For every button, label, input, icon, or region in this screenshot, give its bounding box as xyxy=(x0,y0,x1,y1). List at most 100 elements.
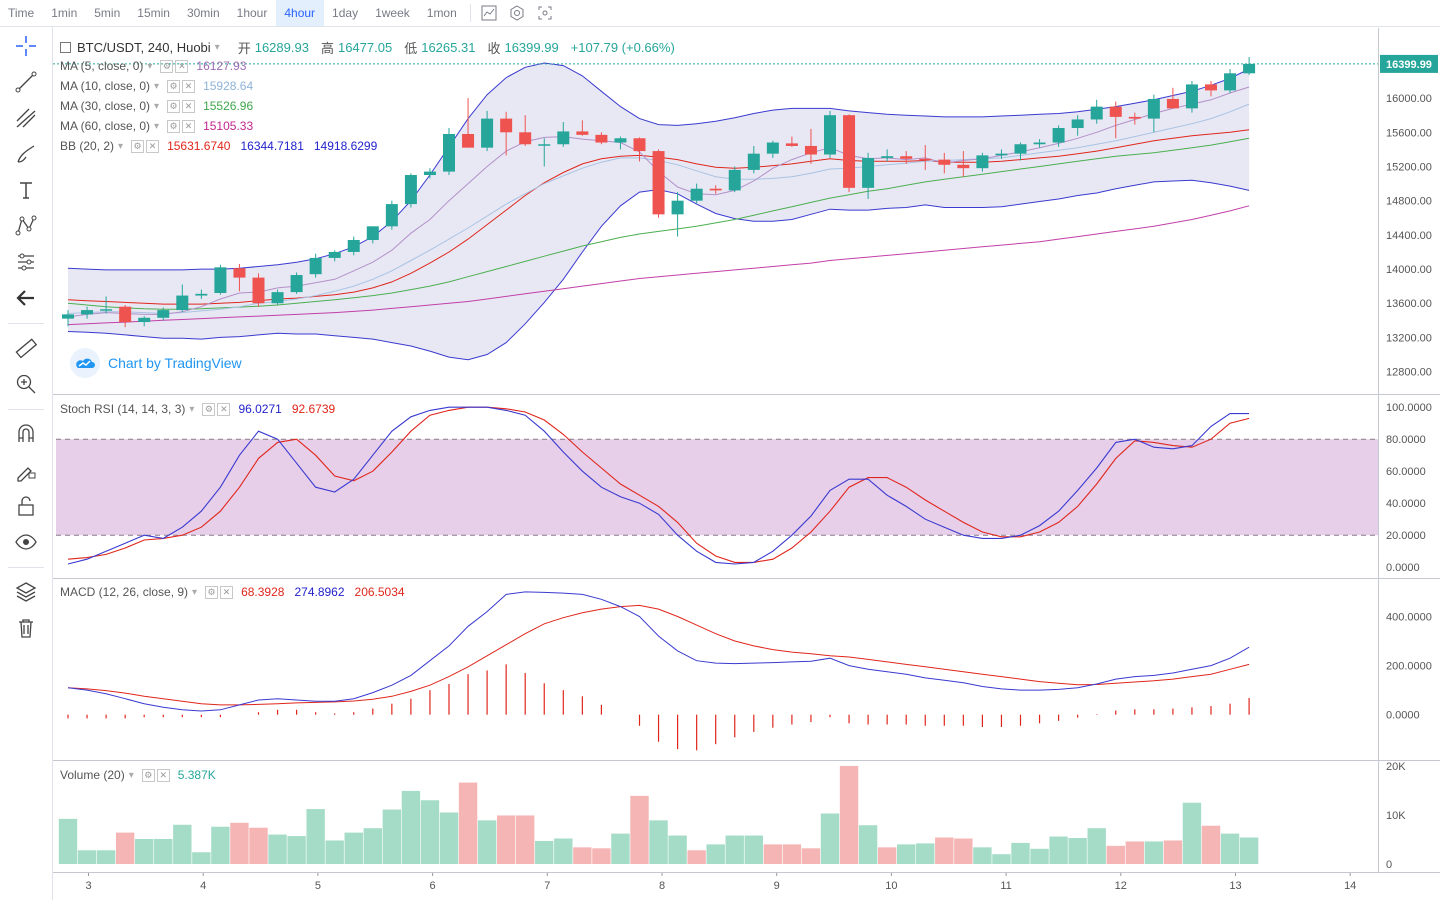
time-tick-label: 11 xyxy=(1000,880,1011,892)
prediction-icon[interactable] xyxy=(0,245,52,279)
close-icon[interactable]: ✕ xyxy=(156,768,170,782)
interval-15min[interactable]: 15min xyxy=(137,6,170,20)
pattern-icon[interactable] xyxy=(0,209,52,243)
volume-bar xyxy=(325,840,344,864)
chevron-down-icon[interactable]: ▾ xyxy=(147,60,153,72)
candle-body xyxy=(500,118,513,133)
stoch-tick-label: 100.0000 xyxy=(1386,402,1432,414)
chevron-down-icon[interactable]: ▾ xyxy=(118,140,124,152)
crosshair-icon[interactable] xyxy=(0,29,52,63)
macd-line xyxy=(67,591,1250,712)
toolbar-divider xyxy=(8,567,44,568)
chevron-down-icon[interactable]: ▾ xyxy=(154,120,160,132)
close-icon[interactable]: ✕ xyxy=(182,99,196,113)
interval-1hour[interactable]: 1hour xyxy=(236,6,268,20)
candle-body xyxy=(1052,128,1065,143)
macd-signal-line xyxy=(67,604,1250,706)
candle-body xyxy=(1147,98,1160,119)
settings-hex-icon[interactable] xyxy=(503,0,531,26)
chevron-down-icon[interactable]: ▾ xyxy=(154,100,160,112)
chevron-down-icon[interactable]: ▾ xyxy=(189,403,195,415)
gear-icon[interactable]: ⚙ xyxy=(141,768,155,782)
brush-icon[interactable] xyxy=(0,137,52,171)
tradingview-watermark[interactable]: Chart by TradingView xyxy=(68,346,248,380)
trash-icon[interactable] xyxy=(0,611,52,645)
gear-icon[interactable]: ⚙ xyxy=(167,79,181,93)
trend-line-icon[interactable] xyxy=(0,65,52,99)
ma-legend-2: MA (30, close, 0) ▾ ⚙ ✕ 15526.96 xyxy=(60,99,259,113)
symbol-legend: BTC/USDT, 240, Huobi ▾ 开 16289.93 高 16477.… xyxy=(60,38,675,57)
gear-icon[interactable]: ⚙ xyxy=(167,119,181,133)
close-icon[interactable]: ✕ xyxy=(220,585,234,599)
chevron-down-icon[interactable]: ▾ xyxy=(192,586,198,598)
back-arrow-icon[interactable] xyxy=(0,281,52,315)
text-tool-icon[interactable] xyxy=(0,173,52,207)
indicator-controls: ⚙ ✕ xyxy=(141,768,170,782)
volume-bar xyxy=(668,835,687,864)
interval-1week[interactable]: 1week xyxy=(375,6,410,20)
layers-icon[interactable] xyxy=(0,575,52,609)
candle-body xyxy=(595,134,608,143)
price-tick-label: 14000.00 xyxy=(1386,264,1432,276)
chevron-down-icon[interactable]: ▾ xyxy=(128,769,134,781)
candle-body xyxy=(404,175,417,205)
close-icon[interactable]: ✕ xyxy=(182,79,196,93)
eye-icon[interactable] xyxy=(0,525,52,559)
time-tick-label: 14 xyxy=(1344,880,1356,892)
macd-tick-label: 400.0000 xyxy=(1386,611,1432,623)
interval-5min[interactable]: 5min xyxy=(94,6,121,20)
candle-body xyxy=(214,267,227,293)
volume-bar xyxy=(1201,825,1221,864)
time-tick-label: 13 xyxy=(1229,880,1241,892)
volume-bar xyxy=(839,765,859,864)
volume-bar xyxy=(230,822,249,864)
candle-body xyxy=(271,292,284,304)
gear-icon[interactable]: ⚙ xyxy=(160,59,174,73)
volume-bar xyxy=(554,838,573,864)
close-icon[interactable]: ✕ xyxy=(175,59,189,73)
close-icon[interactable]: ✕ xyxy=(182,119,196,133)
candle-body xyxy=(385,204,398,227)
candle-body xyxy=(1014,144,1027,154)
interval-30min[interactable]: 30min xyxy=(186,6,220,20)
ruler-icon[interactable] xyxy=(0,331,52,365)
interval-time[interactable]: Time xyxy=(8,6,35,20)
volume-bar xyxy=(1011,842,1030,864)
lock-drawing-icon[interactable] xyxy=(0,453,52,487)
stoch-tick-label: 20.0000 xyxy=(1386,530,1426,542)
time-tick-label: 9 xyxy=(774,880,780,892)
zoom-in-icon[interactable] xyxy=(0,367,52,401)
close-icon[interactable]: ✕ xyxy=(217,402,231,416)
candle-body xyxy=(328,251,341,258)
interval-1mon[interactable]: 1mon xyxy=(426,6,457,20)
interval-1day[interactable]: 1day xyxy=(332,6,359,20)
candle-body xyxy=(881,156,894,158)
gear-icon[interactable]: ⚙ xyxy=(167,99,181,113)
volume-bar xyxy=(96,850,116,864)
volume-tick-label: 20K xyxy=(1386,761,1406,773)
candle-body xyxy=(462,133,475,148)
ma-legend-3: MA (60, close, 0) ▾ ⚙ ✕ 15105.33 xyxy=(60,119,259,133)
unlock-icon[interactable] xyxy=(0,489,52,523)
time-tick-label: 8 xyxy=(659,880,665,892)
indicator-controls: ⚙ ✕ xyxy=(131,139,160,153)
stoch-tick-label: 40.0000 xyxy=(1386,498,1426,510)
close-icon[interactable]: ✕ xyxy=(146,139,160,153)
interval-4hour[interactable]: 4hour xyxy=(276,0,325,26)
drawing-toolbar xyxy=(0,27,53,900)
volume-bar xyxy=(1068,838,1087,864)
gear-icon[interactable]: ⚙ xyxy=(131,139,145,153)
gear-icon[interactable]: ⚙ xyxy=(202,402,216,416)
volume-bar xyxy=(1163,840,1183,864)
fullscreen-icon[interactable] xyxy=(531,0,559,26)
chart-style-icon[interactable] xyxy=(475,0,503,26)
candle-body xyxy=(195,293,208,296)
chevron-down-icon[interactable]: ▾ xyxy=(154,80,160,92)
magnet-icon[interactable] xyxy=(0,417,52,451)
interval-1min[interactable]: 1min xyxy=(51,6,78,20)
fib-tool-icon[interactable] xyxy=(0,101,52,135)
chevron-down-icon[interactable]: ▾ xyxy=(214,42,220,53)
collapse-icon[interactable] xyxy=(60,42,71,53)
gear-icon[interactable]: ⚙ xyxy=(205,585,219,599)
